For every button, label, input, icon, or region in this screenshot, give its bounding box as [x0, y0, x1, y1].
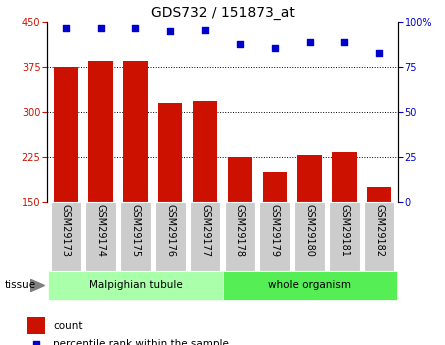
Text: whole organism: whole organism [268, 280, 351, 290]
Point [62, 25, 69, 31]
Text: GSM29181: GSM29181 [340, 204, 349, 257]
Point [376, 50, 383, 56]
Text: GSM29179: GSM29179 [270, 204, 280, 257]
Point [97, 25, 104, 31]
FancyBboxPatch shape [120, 202, 151, 271]
Text: GSM29173: GSM29173 [61, 204, 71, 257]
Point [271, 45, 278, 50]
Bar [332, 152, 356, 202]
FancyBboxPatch shape [222, 271, 396, 300]
Point [236, 41, 243, 47]
Bar [228, 157, 252, 202]
FancyBboxPatch shape [329, 202, 360, 271]
Text: tissue: tissue [4, 280, 36, 290]
Text: GSM29176: GSM29176 [165, 204, 175, 257]
Point [167, 29, 174, 34]
FancyBboxPatch shape [225, 202, 255, 271]
FancyBboxPatch shape [51, 202, 81, 271]
Text: GSM29177: GSM29177 [200, 204, 210, 257]
FancyBboxPatch shape [294, 202, 325, 271]
FancyBboxPatch shape [190, 202, 220, 271]
Point [306, 39, 313, 45]
Bar [193, 101, 217, 202]
Text: Malpighian tubule: Malpighian tubule [89, 280, 182, 290]
Point [32, 341, 39, 345]
Text: percentile rank within the sample: percentile rank within the sample [53, 339, 229, 345]
Point [132, 25, 139, 31]
FancyBboxPatch shape [259, 202, 290, 271]
Point [341, 39, 348, 45]
FancyBboxPatch shape [155, 202, 186, 271]
Bar [367, 187, 391, 202]
Polygon shape [30, 279, 44, 292]
Text: GSM29178: GSM29178 [235, 204, 245, 257]
Text: GSM29182: GSM29182 [374, 204, 384, 257]
FancyBboxPatch shape [364, 202, 394, 271]
Title: GDS732 / 151873_at: GDS732 / 151873_at [150, 6, 295, 20]
Bar [27, 317, 44, 334]
Bar [263, 172, 287, 202]
Bar [158, 103, 182, 202]
Text: GSM29175: GSM29175 [130, 204, 141, 257]
Text: GSM29174: GSM29174 [96, 204, 105, 257]
Bar [89, 61, 113, 202]
Bar [297, 155, 322, 202]
Text: GSM29180: GSM29180 [304, 204, 315, 257]
FancyBboxPatch shape [49, 271, 222, 300]
FancyBboxPatch shape [85, 202, 116, 271]
Bar [123, 61, 148, 202]
Point [202, 27, 209, 32]
Text: count: count [53, 321, 83, 331]
Bar [54, 67, 78, 202]
